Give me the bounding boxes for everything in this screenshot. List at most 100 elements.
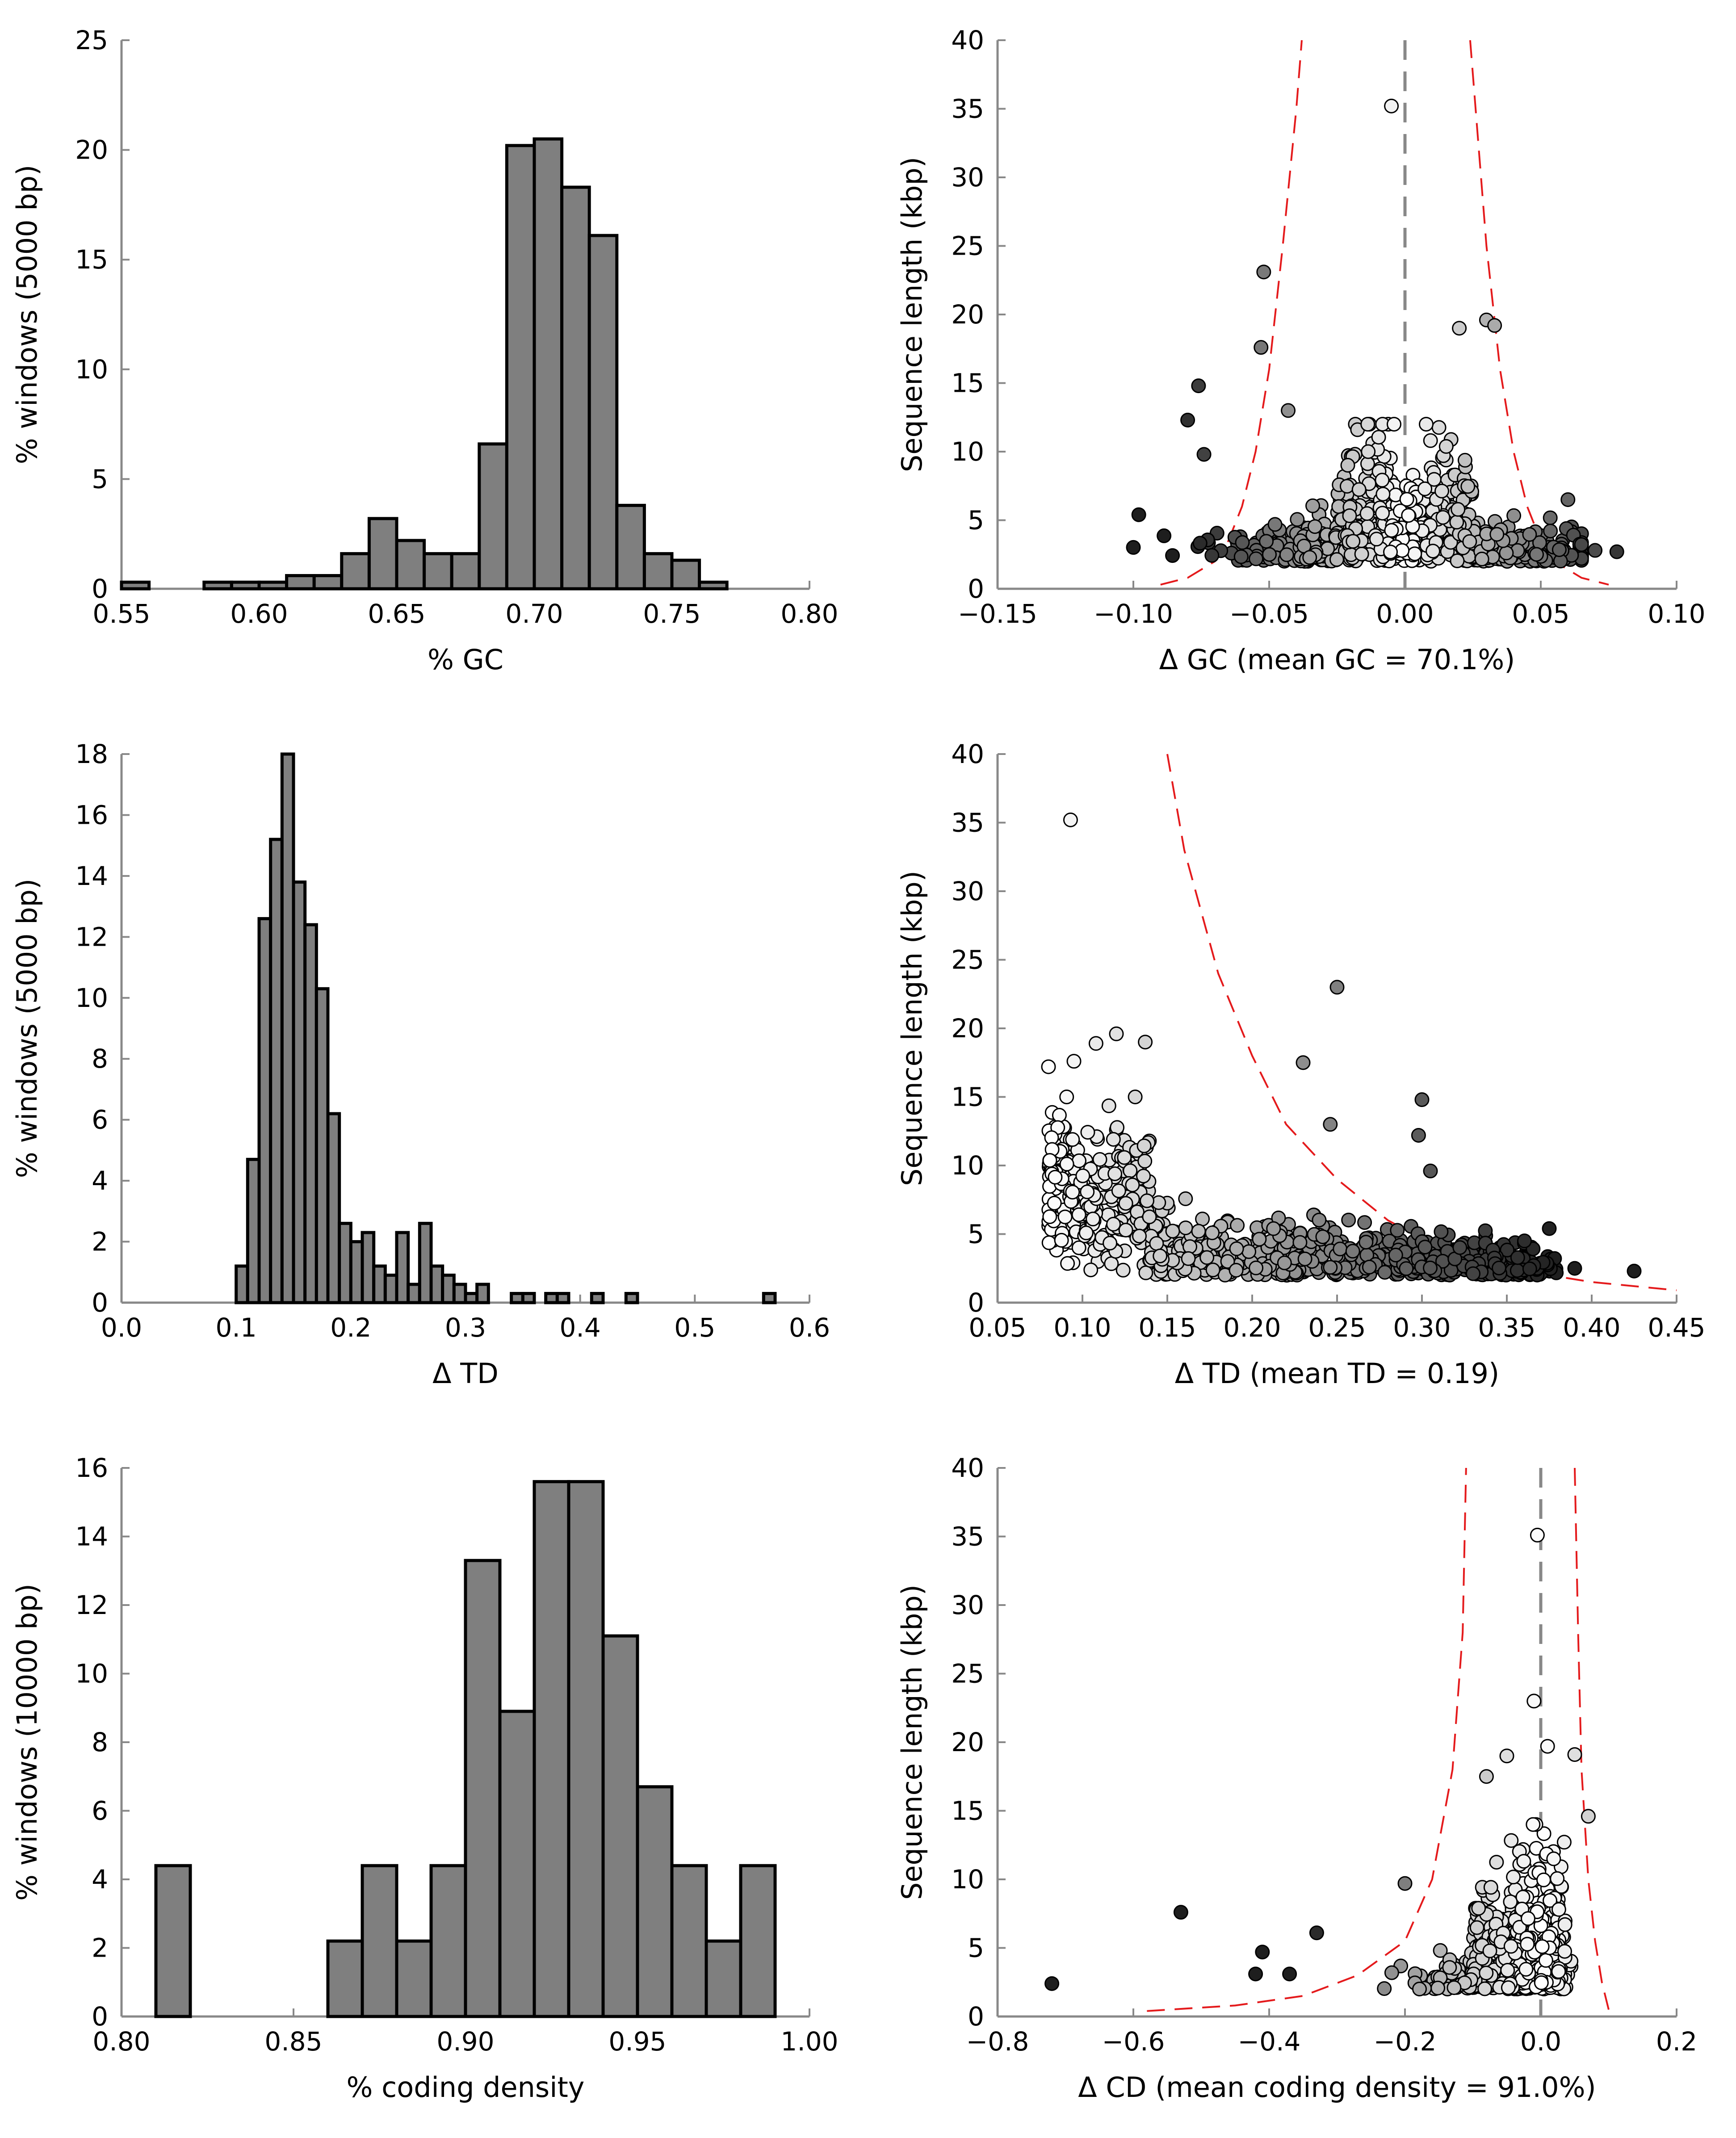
data-point [1360, 456, 1375, 471]
data-point [1103, 1236, 1118, 1251]
x-tick-label: 0.80 [92, 2026, 150, 2057]
data-point [1529, 547, 1544, 562]
histogram-bar [429, 1864, 467, 2018]
y-tick-label: 40 [951, 739, 984, 769]
histogram-bar [423, 552, 453, 591]
x-tick-label: 0.55 [92, 599, 150, 629]
x-tick-label: 0.30 [1393, 1312, 1451, 1343]
data-point [1125, 1178, 1140, 1192]
y-tick-label: 8 [92, 1044, 108, 1074]
x-tick-label: 0.35 [1478, 1312, 1535, 1343]
histogram-bar [533, 1480, 570, 2018]
data-point [1059, 1090, 1074, 1104]
x-tick-label: 0.2 [1656, 2026, 1697, 2057]
y-tick-label: 2 [92, 1227, 108, 1257]
data-point [1543, 510, 1558, 525]
data-point [1466, 1266, 1480, 1281]
data-point [1551, 1964, 1566, 1979]
data-point [1341, 1212, 1356, 1228]
data-point [1346, 534, 1361, 549]
histogram-bar [235, 1264, 249, 1304]
histogram-bar [257, 917, 273, 1304]
data-point [1249, 1260, 1264, 1275]
histogram-bar [269, 838, 284, 1304]
data-point [1233, 549, 1249, 564]
data-point [1075, 1168, 1090, 1183]
data-point [1449, 515, 1464, 530]
data-point [1259, 534, 1274, 549]
x-tick-label: 0.2 [330, 1312, 371, 1343]
data-point [1059, 1157, 1074, 1172]
data-point [1080, 1125, 1095, 1140]
data-point [1560, 492, 1576, 507]
data-point [1479, 1966, 1494, 1981]
histogram-bar [314, 987, 330, 1304]
histogram-bar [120, 580, 151, 591]
data-point [1305, 498, 1320, 513]
data-point [1255, 1945, 1270, 1960]
data-point [1047, 1195, 1062, 1211]
y-tick-label: 8 [92, 1727, 108, 1757]
x-tick-label: 0.15 [1138, 1312, 1196, 1343]
data-point [1384, 523, 1399, 538]
x-tick-label: 0.5 [674, 1312, 715, 1343]
y-tick-label: 10 [75, 354, 108, 385]
data-point [1178, 1191, 1193, 1206]
histogram-bar [395, 1939, 433, 2018]
histogram-bar [395, 539, 426, 591]
data-point [1512, 1920, 1527, 1935]
data-point [1092, 1152, 1107, 1167]
data-point [1471, 1901, 1486, 1916]
data-point [1362, 1259, 1377, 1274]
data-point [1195, 1212, 1210, 1227]
histogram-bar [533, 137, 564, 591]
data-point [1520, 1937, 1535, 1952]
data-point [1229, 1241, 1244, 1256]
histogram-bar [154, 1864, 192, 2018]
data-point [1128, 1090, 1143, 1104]
data-point [1518, 1962, 1534, 1977]
y-tick-label: 0 [92, 1287, 108, 1318]
y-tick-label: 16 [75, 1453, 108, 1483]
data-point [1500, 1242, 1515, 1258]
data-point [1235, 535, 1250, 550]
data-point [1588, 543, 1603, 558]
y-tick-label: 30 [951, 162, 984, 193]
x-tick-label: 0.65 [368, 599, 425, 629]
x-axis-title: % coding density [347, 2071, 585, 2104]
y-tick-label: 40 [951, 25, 984, 55]
y-tick-label: 10 [951, 1150, 984, 1181]
data-point [1104, 1256, 1119, 1271]
data-point [1078, 1225, 1094, 1241]
histogram-bar [521, 1292, 536, 1304]
x-tick-label: 0.00 [1376, 599, 1434, 629]
data-point [1118, 1196, 1133, 1211]
data-point [1383, 545, 1398, 560]
y-tick-label: 0 [92, 574, 108, 604]
data-point [1267, 517, 1283, 532]
data-point [1384, 1965, 1399, 1980]
data-point [1423, 1260, 1438, 1275]
data-point [1153, 1249, 1168, 1263]
data-point [1111, 1183, 1126, 1199]
histogram-bar [698, 580, 729, 591]
data-point [1478, 1223, 1493, 1238]
data-point [1165, 1224, 1180, 1239]
data-point [1567, 1261, 1582, 1276]
y-tick-label: 5 [968, 1219, 984, 1249]
data-point [1390, 1223, 1405, 1238]
y-tick-label: 0 [968, 1287, 984, 1318]
data-point [1499, 1748, 1514, 1764]
histogram-bar [285, 574, 316, 591]
x-axis-title: Δ GC (mean GC = 70.1%) [1159, 643, 1515, 676]
data-point [1534, 1975, 1549, 1990]
y-tick-label: 15 [951, 1082, 984, 1112]
x-tick-label: 0.95 [608, 2026, 666, 2057]
x-tick-label: −0.15 [958, 599, 1037, 629]
data-point [1581, 1809, 1596, 1824]
y-tick-label: 40 [951, 1453, 984, 1483]
threshold-curve [1469, 40, 1609, 586]
data-point [1118, 1223, 1133, 1238]
histogram-bar [670, 1864, 708, 2018]
data-point [1399, 492, 1414, 507]
